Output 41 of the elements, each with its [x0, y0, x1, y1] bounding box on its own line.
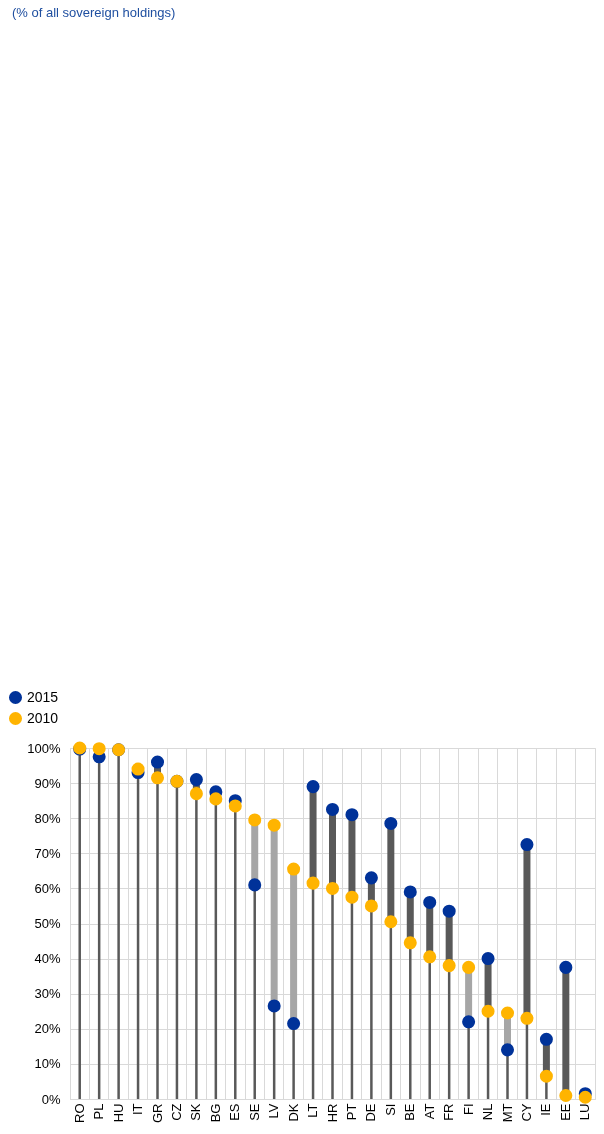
x-tick-label: EE: [557, 1103, 573, 1121]
x-tick-label: BG: [207, 1103, 223, 1123]
y-tick-label: 70%: [34, 845, 61, 861]
x-tick-label: LU: [577, 1103, 593, 1121]
x-tick-label: FR: [441, 1103, 457, 1121]
y-tick-label: 30%: [34, 986, 61, 1002]
x-tick-label: IT: [130, 1103, 146, 1116]
x-tick-label: HU: [110, 1103, 126, 1123]
x-tick-label: AT: [421, 1103, 437, 1120]
legend-label: 2010: [27, 709, 59, 726]
y-tick-label: 10%: [34, 1056, 61, 1072]
x-tick-label: PL: [91, 1103, 107, 1120]
x-tick-label: DK: [285, 1103, 301, 1122]
legend-label: 2015: [27, 688, 59, 705]
x-tick-label: DE: [363, 1103, 379, 1122]
x-tick-label: MT: [499, 1103, 515, 1123]
x-tick-label: LT: [305, 1103, 321, 1118]
x-tick-label: RO: [71, 1103, 87, 1123]
x-tick-label: HR: [324, 1103, 340, 1123]
chart-subtitle: (% of all sovereign holdings): [12, 5, 176, 20]
x-tick-label: SK: [188, 1103, 204, 1121]
x-tick-label: LV: [266, 1103, 282, 1119]
x-tick-label: PT: [343, 1103, 359, 1121]
x-tick-label: NL: [480, 1103, 496, 1121]
y-tick-label: 20%: [34, 1021, 61, 1037]
x-tick-label: IE: [538, 1103, 554, 1116]
y-tick-label: 0%: [41, 1091, 61, 1107]
x-tick-label: BE: [402, 1103, 418, 1121]
y-tick-label: 40%: [34, 951, 61, 967]
x-tick-label: CY: [518, 1103, 534, 1122]
x-tick-label: SI: [382, 1103, 398, 1116]
x-tick-label: FI: [460, 1103, 476, 1116]
x-tick-label: ES: [227, 1103, 243, 1121]
y-tick-label: 50%: [34, 916, 61, 931]
x-tick-label: SE: [246, 1103, 262, 1121]
y-tick-label: 100%: [27, 740, 61, 756]
x-tick-label: CZ: [168, 1103, 184, 1121]
y-tick-label: 80%: [34, 810, 61, 826]
x-tick-label: GR: [149, 1103, 165, 1123]
y-tick-label: 90%: [34, 775, 61, 791]
y-tick-label: 60%: [34, 880, 61, 896]
